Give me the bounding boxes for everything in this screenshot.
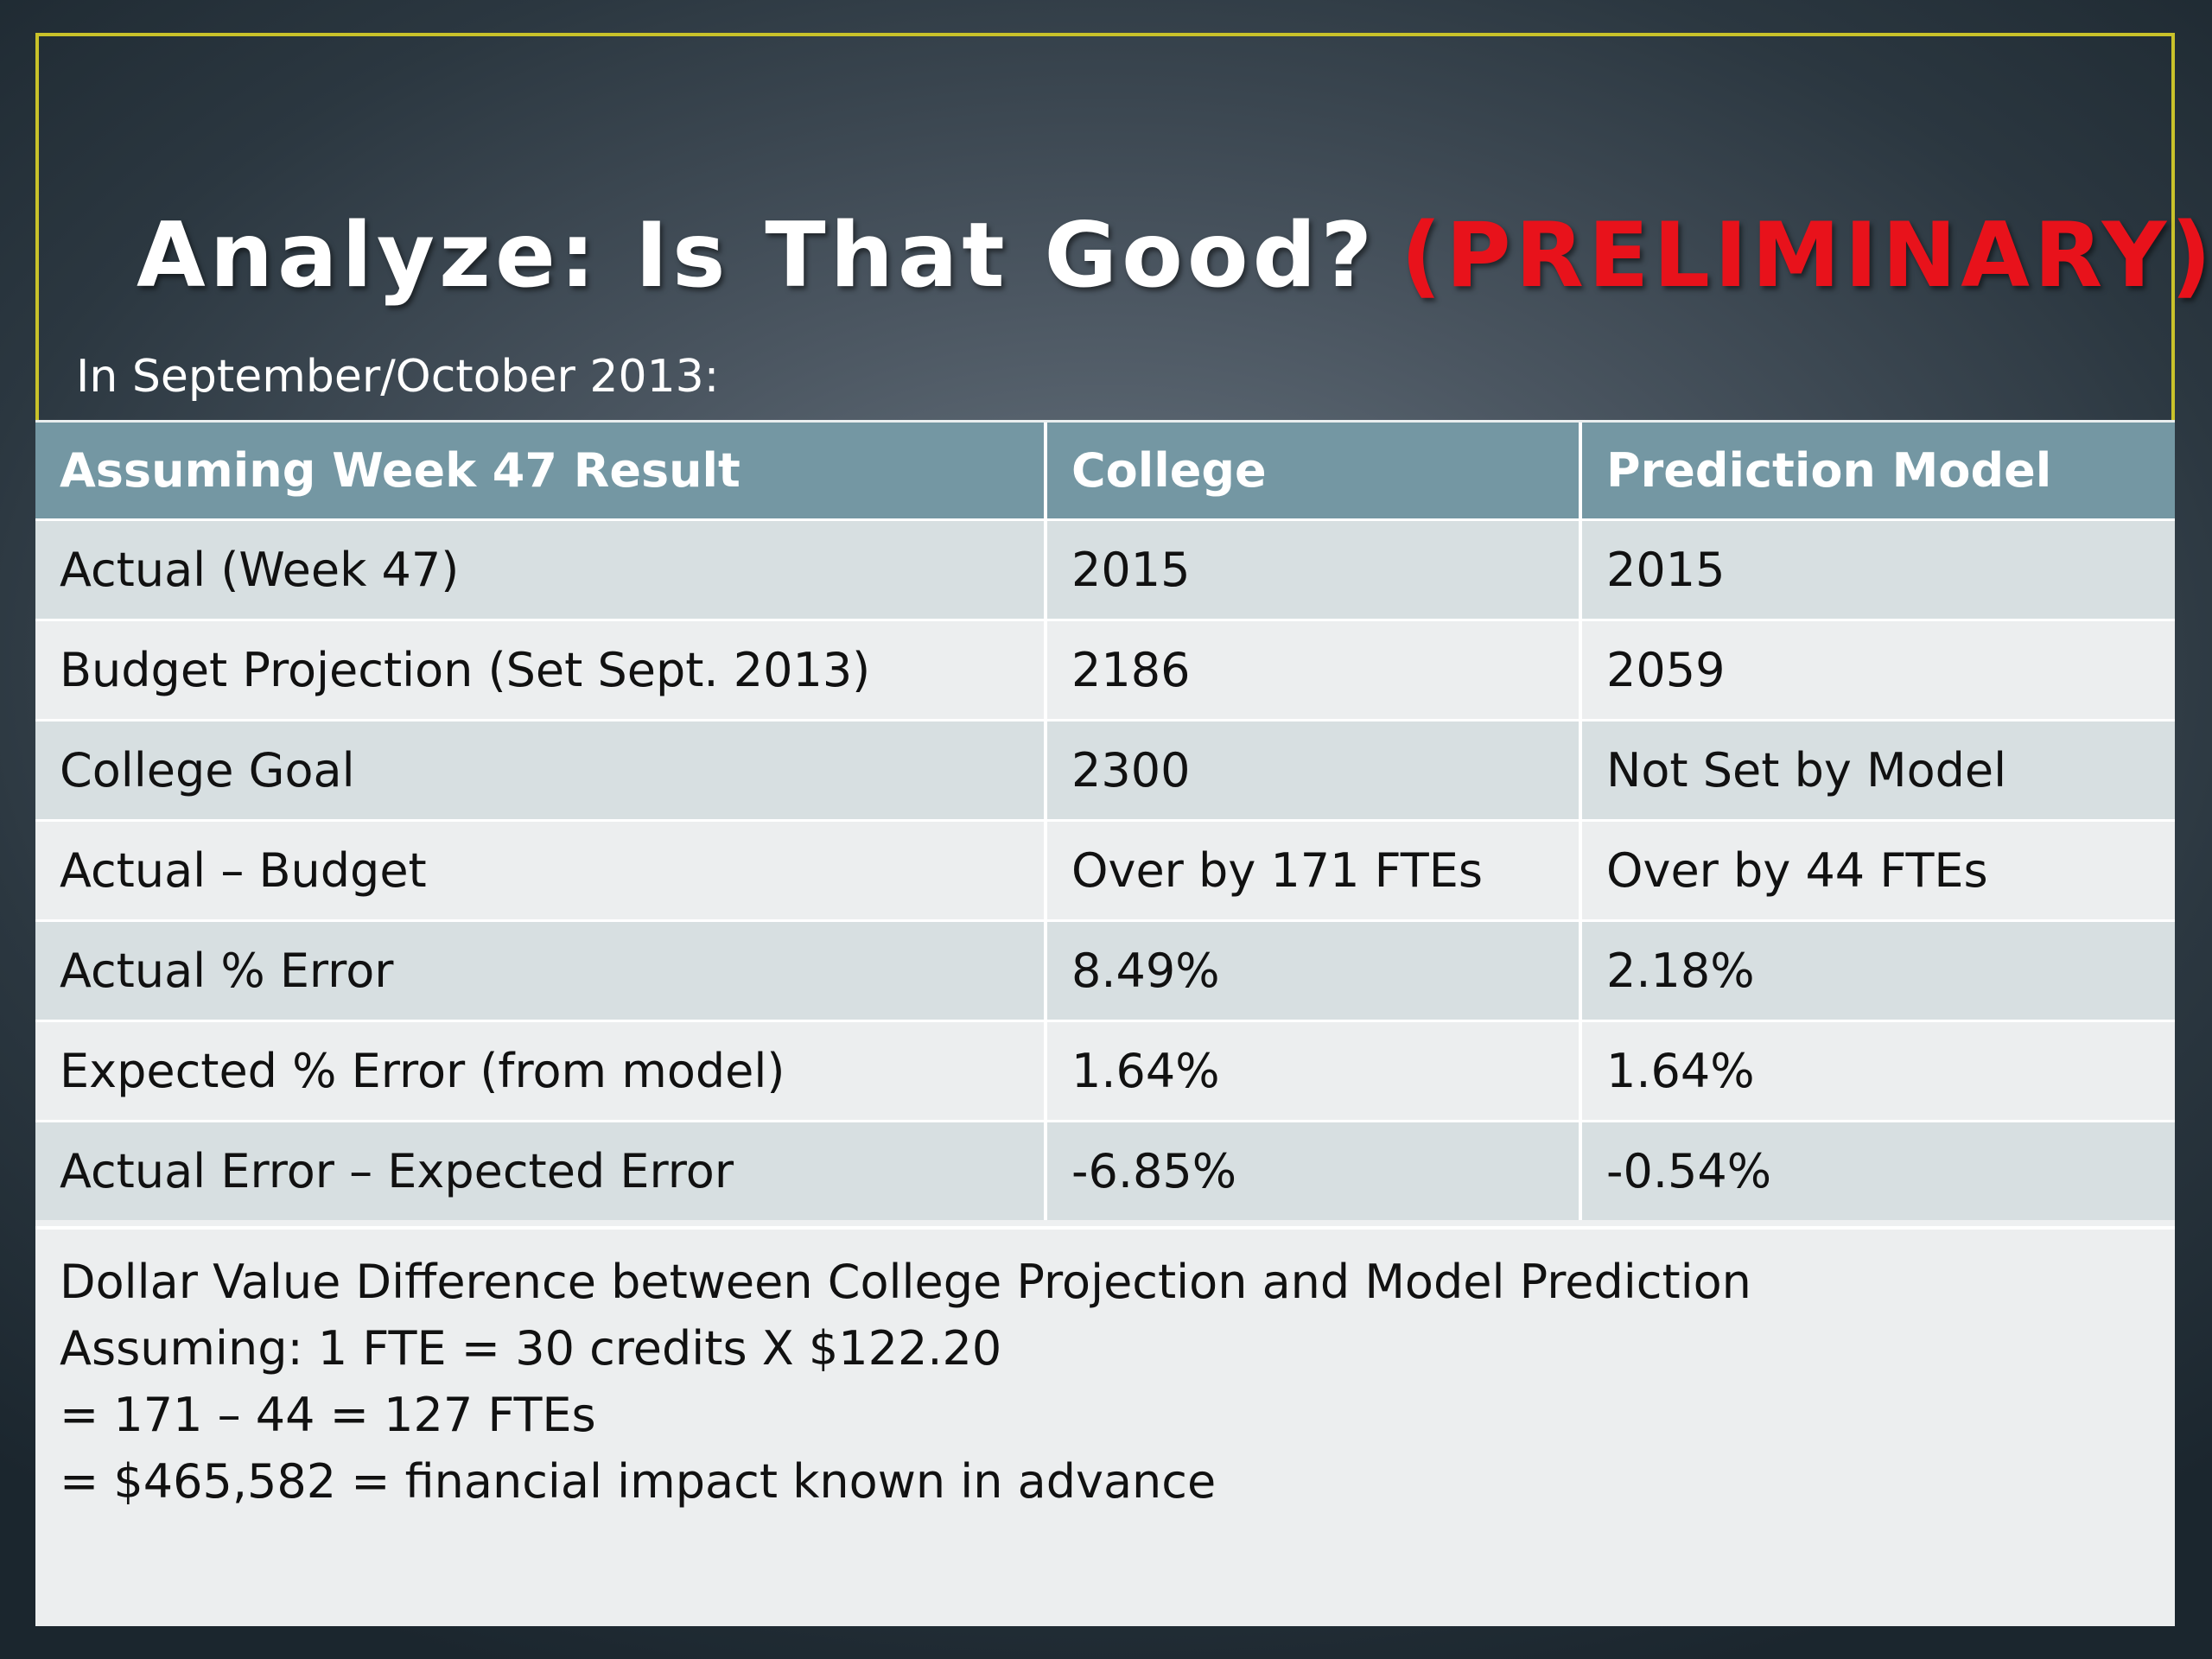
table-cell: 2059: [1606, 643, 1726, 697]
note-line: Assuming: 1 FTE = 30 credits X $122.20: [60, 1321, 1002, 1376]
table-cell: 1.64%: [1606, 1044, 1755, 1098]
table-cell: 2300: [1047, 721, 1582, 819]
table-cell: 2015: [1606, 543, 1726, 597]
table-cell: 8.49%: [1047, 922, 1582, 1020]
table-cell: -6.85%: [1047, 1122, 1582, 1220]
table-row: Actual (Week 47) 2015 2015: [35, 518, 2175, 619]
slide-subtitle: In September/October 2013:: [76, 351, 720, 403]
table-cell: 2186: [1047, 621, 1582, 719]
table-row: College Goal 2300 Not Set by Model: [35, 719, 2175, 819]
table-header-row: Assuming Week 47 Result College Predicti…: [35, 420, 2175, 518]
table-row: Actual % Error 8.49% 2.18%: [35, 919, 2175, 1020]
table-cell: Over by 171 FTEs: [1047, 822, 1582, 919]
dollar-value-notes: Dollar Value Difference between College …: [35, 1226, 2175, 1626]
table-cell: 2015: [1047, 521, 1582, 619]
table-cell: Actual (Week 47): [35, 521, 1047, 619]
table-cell: Actual % Error: [35, 922, 1047, 1020]
results-table: Assuming Week 47 Result College Predicti…: [35, 420, 2175, 1626]
table-cell: Actual Error – Expected Error: [35, 1122, 1047, 1220]
note-line: Dollar Value Difference between College …: [60, 1255, 1751, 1309]
note-line: = $465,582 = financial impact known in a…: [60, 1454, 1217, 1509]
table-row: Actual Error – Expected Error -6.85% -0.…: [35, 1120, 2175, 1220]
header-cell: College: [1047, 423, 1582, 518]
table-row: Budget Projection (Set Sept. 2013) 2186 …: [35, 619, 2175, 719]
table-cell: College Goal: [35, 721, 1047, 819]
slide-title: Analyze: Is That Good? (PRELIMINARY): [137, 212, 2212, 301]
title-accent: (PRELIMINARY): [1401, 204, 2212, 308]
header-cell: Prediction Model: [1606, 443, 2052, 498]
table-cell: 2.18%: [1606, 944, 1755, 998]
table-cell: 1.64%: [1047, 1022, 1582, 1120]
table-cell: Over by 44 FTEs: [1606, 843, 1988, 898]
header-cell: Assuming Week 47 Result: [35, 423, 1047, 518]
title-main: Analyze: Is That Good?: [137, 204, 1377, 308]
table-row: Expected % Error (from model) 1.64% 1.64…: [35, 1020, 2175, 1120]
table-cell: -0.54%: [1606, 1144, 1772, 1198]
note-line: = 171 – 44 = 127 FTEs: [60, 1388, 596, 1442]
table-cell: Actual – Budget: [35, 822, 1047, 919]
table-cell: Not Set by Model: [1606, 743, 2007, 798]
table-cell: Budget Projection (Set Sept. 2013): [35, 621, 1047, 719]
table-row: Actual – Budget Over by 171 FTEs Over by…: [35, 819, 2175, 919]
table-cell: Expected % Error (from model): [35, 1022, 1047, 1120]
